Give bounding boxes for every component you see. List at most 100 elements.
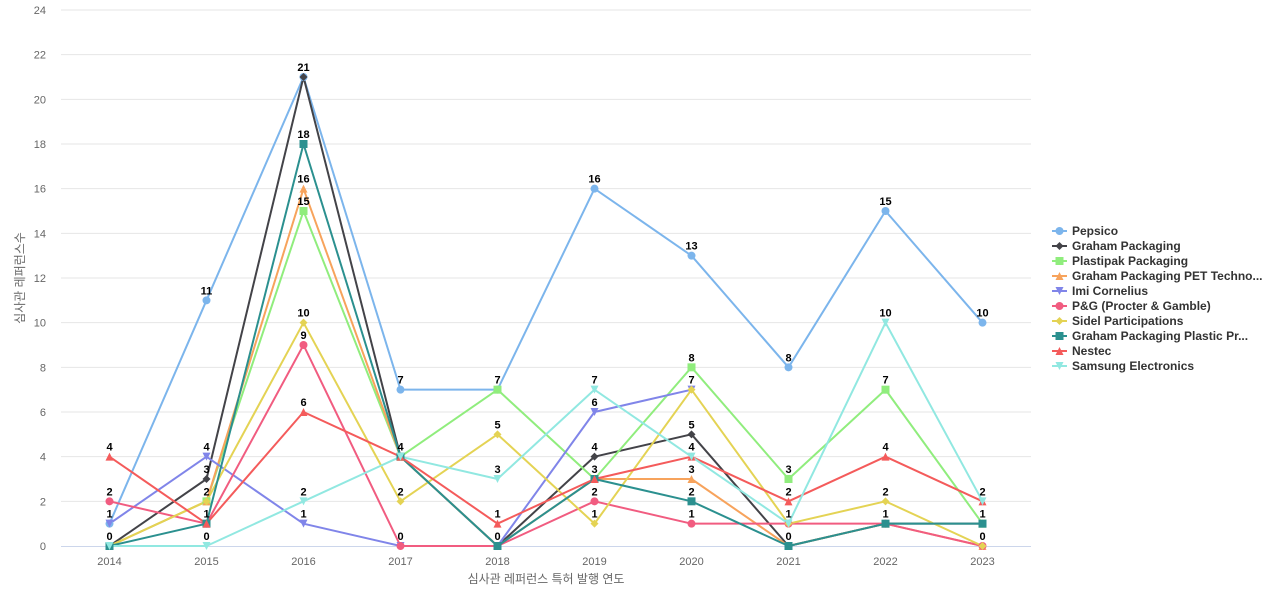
- data-label: 7: [688, 375, 694, 387]
- data-label: 1: [300, 509, 306, 521]
- legend-item-sidel-participations[interactable]: Sidel Participations: [1052, 314, 1184, 328]
- data-label: 10: [297, 308, 309, 320]
- data-label: 0: [397, 531, 403, 543]
- data-label: 7: [882, 375, 888, 387]
- data-point-pepsico: [881, 207, 890, 215]
- legend-item-nestec[interactable]: Nestec: [1052, 344, 1112, 358]
- data-label: 9: [300, 330, 306, 342]
- legend-item-pepsico[interactable]: Pepsico: [1052, 224, 1118, 238]
- data-point-nestec: [493, 519, 502, 528]
- data-point-pepsico: [590, 184, 599, 193]
- data-point-graham-packaging-plastic-pr: [784, 542, 793, 550]
- data-label: 10: [976, 308, 988, 320]
- data-point-imi-cornelius: [299, 519, 308, 528]
- data-point-samsung-electronics: [687, 452, 696, 461]
- y-tick-label: 14: [34, 228, 46, 240]
- legend-item-imi-cornelius[interactable]: Imi Cornelius: [1052, 284, 1148, 298]
- data-point-graham-packaging: [299, 73, 308, 81]
- data-label: 4: [397, 442, 404, 454]
- y-tick-label: 12: [34, 273, 46, 285]
- data-point-imi-cornelius: [590, 408, 599, 416]
- x-axis-ticks: 2014 2015 2016 2017 2018 2019 2020 2021 2022 2023: [97, 556, 994, 568]
- data-point-graham-packaging-plastic-pr: [493, 542, 502, 550]
- legend-item-p-g-procter-gamble[interactable]: P&G (Procter & Gamble): [1052, 299, 1211, 313]
- data-point-graham-packaging: [687, 430, 696, 439]
- data-label: 15: [879, 196, 891, 208]
- data-point-samsung-electronics: [590, 385, 599, 394]
- data-label: 2: [591, 486, 597, 498]
- y-tick-label: 20: [34, 94, 46, 106]
- series-markers: [105, 73, 987, 550]
- legend-label: Sidel Participations: [1072, 314, 1184, 328]
- data-point-imi-cornelius: [202, 452, 211, 461]
- legend-marker: [1055, 287, 1064, 295]
- data-point-imi-cornelius: [105, 519, 114, 528]
- y-tick-label: 18: [34, 139, 46, 151]
- data-point-graham-packaging-plastic-pr: [978, 519, 987, 528]
- legend-item-graham-packaging-plastic-pr[interactable]: Graham Packaging Plastic Pr...: [1052, 329, 1248, 343]
- data-label: 5: [494, 419, 500, 431]
- data-label: 6: [300, 397, 306, 409]
- legend-item-graham-packaging-pet-techno[interactable]: Graham Packaging PET Techno...: [1052, 269, 1263, 283]
- data-label: 1: [494, 509, 500, 521]
- y-tick-label: 8: [40, 362, 46, 374]
- data-label: 0: [979, 531, 985, 543]
- data-label: 0: [494, 531, 500, 543]
- data-point-pepsico: [202, 296, 211, 305]
- data-point-plastipak-packaging: [493, 385, 502, 394]
- y-tick-label: 0: [40, 541, 46, 553]
- x-tick-label: 2015: [194, 556, 218, 568]
- y-tick-label: 4: [40, 452, 46, 464]
- x-tick-label: 2017: [388, 556, 412, 568]
- data-point-plastipak-packaging: [687, 363, 696, 372]
- legend-item-samsung-electronics[interactable]: Samsung Electronics: [1052, 359, 1194, 373]
- data-point-p-g-procter-gamble: [396, 542, 405, 550]
- data-point-sidel-participations: [493, 430, 502, 439]
- x-tick-label: 2023: [970, 556, 994, 568]
- data-label: 21: [297, 62, 309, 74]
- data-label: 2: [106, 486, 112, 498]
- data-point-sidel-participations: [202, 497, 211, 506]
- data-point-samsung-electronics: [493, 475, 502, 483]
- data-label: 4: [106, 442, 113, 454]
- data-label: 13: [685, 241, 697, 253]
- y-axis-title: 심사관 레퍼런스수: [13, 232, 27, 324]
- legend-marker: [1055, 317, 1064, 325]
- data-point-graham-packaging: [590, 452, 599, 461]
- y-tick-label: 24: [34, 5, 46, 17]
- data-labels: 4210114321021181615109621742075310167643…: [106, 62, 988, 543]
- data-label: 3: [688, 464, 694, 476]
- data-point-pepsico: [396, 385, 405, 394]
- data-point-sidel-participations: [299, 318, 308, 327]
- data-label: 1: [203, 509, 209, 521]
- data-point-pepsico: [978, 318, 987, 327]
- legend-label: Nestec: [1072, 344, 1112, 358]
- data-point-graham-packaging-plastic-pr: [687, 497, 696, 506]
- data-label: 1: [106, 509, 112, 521]
- data-point-graham-packaging-pet-techno: [687, 475, 696, 483]
- data-label: 0: [785, 531, 791, 543]
- data-point-pepsico: [687, 251, 696, 260]
- series-line-pepsico: [108, 76, 984, 525]
- series-line-sidel-participations: [108, 321, 984, 547]
- legend-item-plastipak-packaging[interactable]: Plastipak Packaging: [1052, 254, 1188, 268]
- legend-marker: [1055, 257, 1064, 265]
- data-label: 8: [688, 352, 694, 364]
- data-label: 2: [300, 486, 306, 498]
- x-tick-label: 2014: [97, 556, 121, 568]
- x-tick-label: 2022: [873, 556, 897, 568]
- legend-marker: [1055, 272, 1064, 280]
- data-label: 4: [688, 442, 695, 454]
- legend-label: Graham Packaging Plastic Pr...: [1072, 329, 1248, 343]
- data-label: 18: [297, 129, 309, 141]
- data-label: 8: [785, 352, 791, 364]
- x-tick-label: 2019: [582, 556, 606, 568]
- legend-label: Samsung Electronics: [1072, 359, 1194, 373]
- data-label: 7: [494, 375, 500, 387]
- legend-marker: [1055, 227, 1064, 235]
- legend-item-graham-packaging[interactable]: Graham Packaging: [1052, 239, 1181, 253]
- legend-marker: [1055, 362, 1064, 370]
- legend-label: P&G (Procter & Gamble): [1072, 299, 1211, 313]
